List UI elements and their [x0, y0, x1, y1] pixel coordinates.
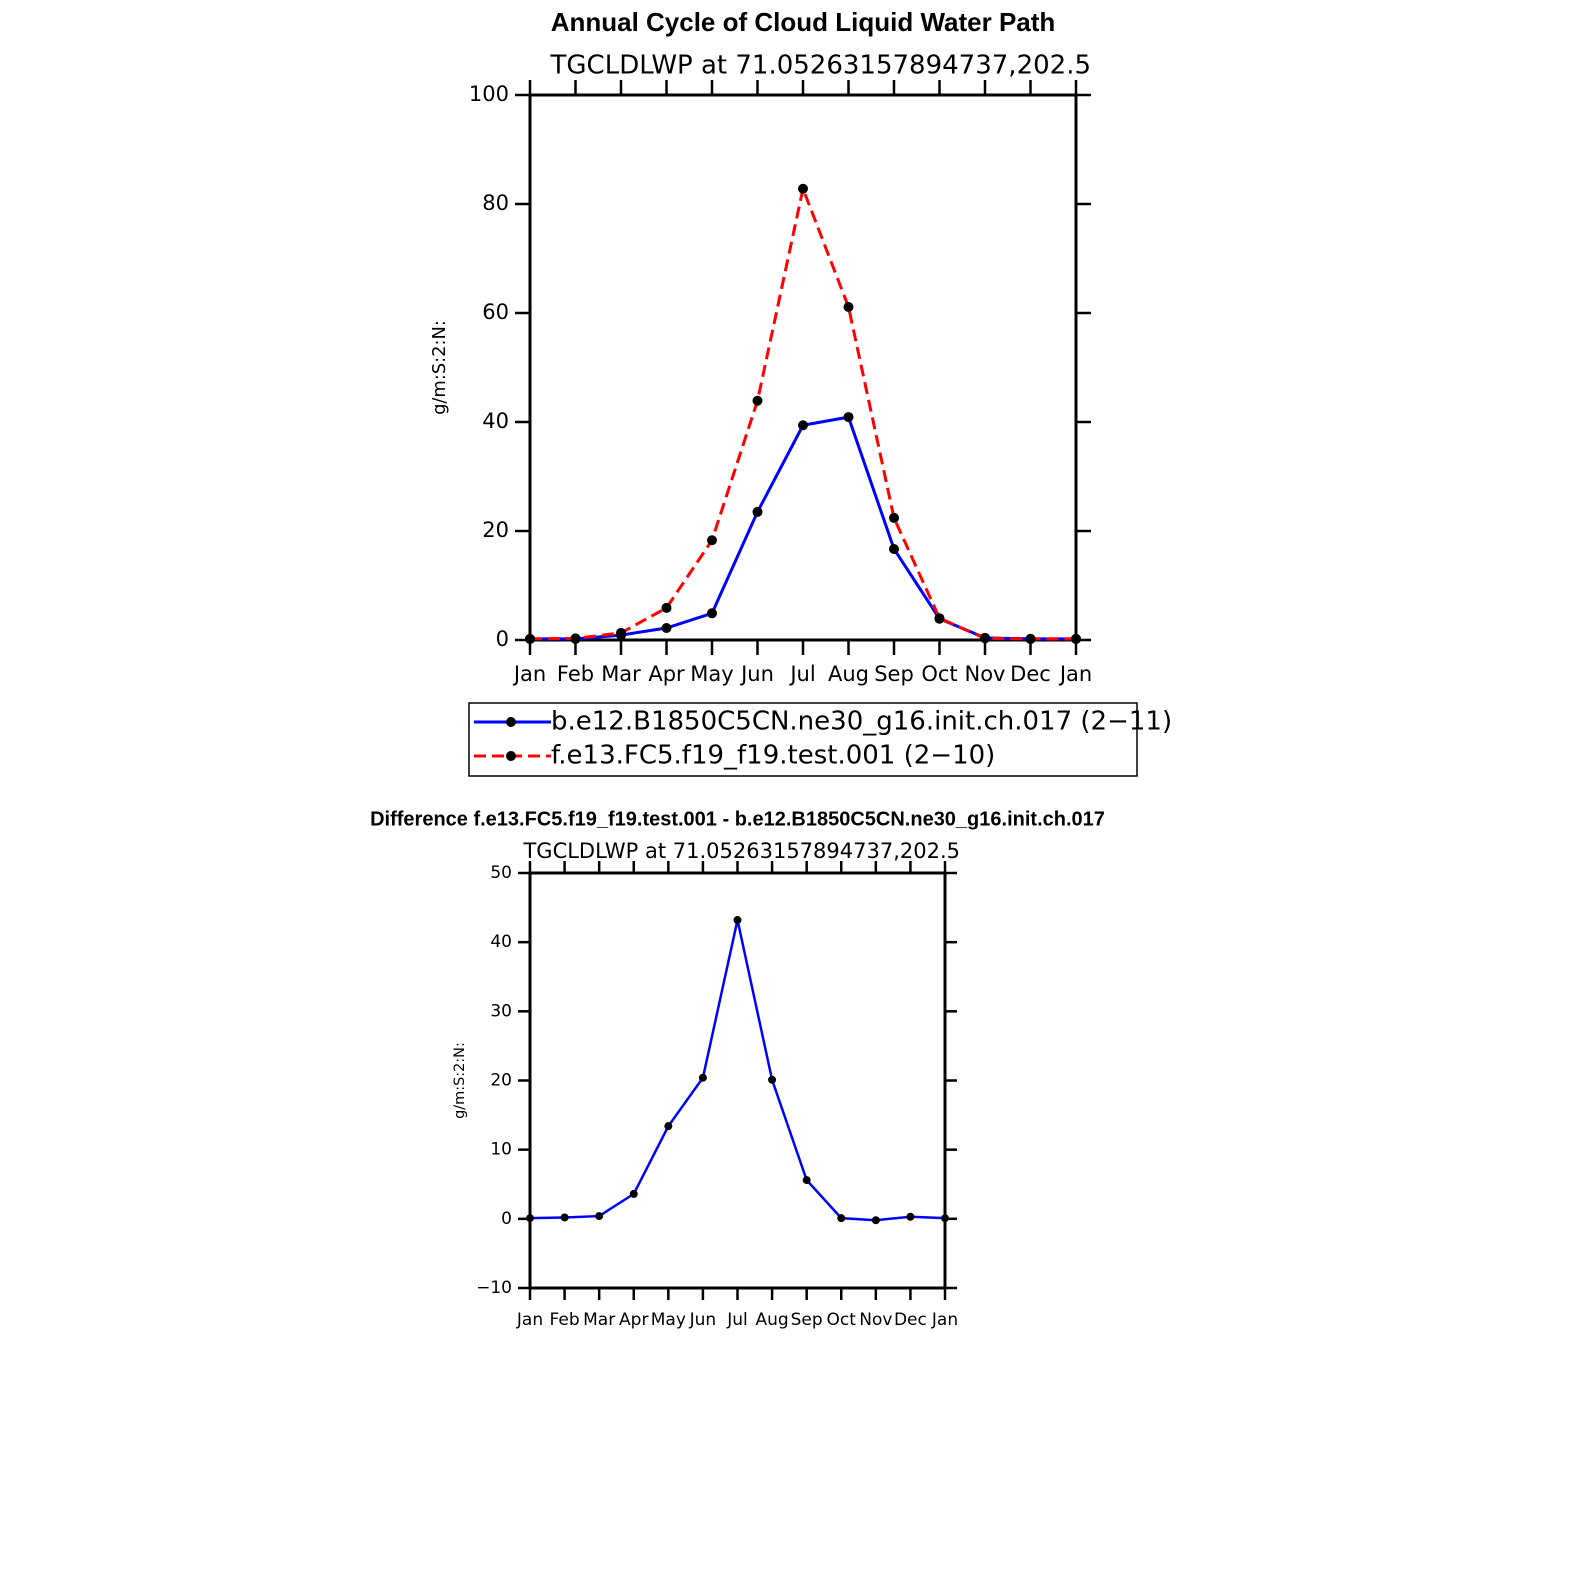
x-tick-label: Dec — [894, 1310, 927, 1330]
x-tick-label: Jul — [788, 662, 815, 686]
x-tick-label: Sep — [874, 662, 914, 686]
x-tick-label: Jul — [726, 1310, 748, 1330]
data-point — [616, 627, 626, 638]
data-point — [802, 1176, 811, 1185]
y-tick-label: 10 — [490, 1140, 512, 1160]
data-point — [1071, 633, 1081, 644]
plot-frame — [528, 93, 1078, 642]
data-point — [733, 916, 742, 925]
data-point — [560, 1213, 569, 1222]
data-point — [871, 1216, 880, 1225]
data-point — [752, 506, 763, 517]
data-point — [843, 412, 854, 423]
x-tick-label: Mar — [601, 662, 641, 686]
y-tick-label: 0 — [501, 1209, 512, 1229]
data-point — [980, 633, 990, 644]
data-line — [530, 415, 1076, 641]
data-point — [843, 302, 854, 313]
x-tick-label: Jun — [739, 662, 774, 686]
x-tick-label: May — [690, 662, 733, 686]
x-tick-label: Apr — [619, 1310, 648, 1330]
y-tick-label: 80 — [482, 191, 509, 215]
x-tick-label: Apr — [648, 662, 685, 686]
y-tick-label: 40 — [490, 932, 512, 952]
chart-title: Annual Cycle of Cloud Liquid Water Path — [551, 7, 1056, 37]
x-tick-label: Jan — [516, 1310, 543, 1330]
data-point — [707, 608, 717, 619]
legend-marker — [506, 751, 516, 761]
data-point — [768, 1075, 777, 1084]
data-point — [629, 1189, 638, 1198]
x-tick-label: Mar — [583, 1310, 615, 1330]
x-tick-label: Jan — [1058, 662, 1092, 686]
x-tick-label: Feb — [550, 1310, 580, 1330]
data-point — [889, 543, 899, 554]
x-tick-label: Nov — [859, 1310, 892, 1330]
y-axis-label: g/m:S:2:N: — [452, 1042, 468, 1119]
legend-label: b.e12.B1850C5CN.ne30_g16.init.ch.017 (2−… — [551, 707, 1172, 737]
x-tick-label: Oct — [827, 1310, 857, 1330]
x-tick-label: Aug — [828, 662, 869, 686]
y-tick-label: 0 — [496, 627, 509, 651]
y-axis-label: g/m:S:2:N: — [429, 320, 450, 415]
x-tick-label: Aug — [755, 1310, 788, 1330]
data-point — [707, 535, 717, 546]
data-point — [798, 183, 808, 194]
chart-title: Difference f.e13.FC5.f19_f19.test.001 - … — [370, 808, 1105, 830]
data-point — [570, 633, 581, 644]
data-point — [934, 613, 945, 624]
x-tick-label: Nov — [965, 662, 1006, 686]
x-tick-label: Jan — [512, 662, 546, 686]
data-point — [698, 1073, 707, 1082]
data-point — [525, 633, 535, 644]
chart-subtitle: TGCLDLWP at 71.05263157894737,202.5 — [550, 51, 1091, 81]
data-point — [798, 420, 808, 431]
data-point — [941, 1214, 949, 1223]
plot-frame — [528, 871, 947, 1290]
y-tick-label: 30 — [490, 1001, 512, 1021]
legend-box — [468, 702, 1138, 777]
data-point — [526, 1214, 534, 1223]
data-point — [1025, 633, 1036, 644]
data-point — [661, 602, 672, 613]
y-tick-label: 50 — [490, 863, 512, 883]
x-tick-label: Dec — [1010, 662, 1051, 686]
y-tick-label: 100 — [469, 82, 509, 106]
chart-subtitle: TGCLDLWP at 71.05263157894737,202.5 — [522, 839, 960, 863]
y-tick-label: 20 — [482, 518, 509, 542]
x-tick-label: May — [651, 1310, 686, 1330]
data-line — [529, 183, 1076, 641]
x-tick-label: Feb — [557, 662, 594, 686]
data-point — [752, 395, 763, 406]
data-line — [529, 919, 946, 1222]
data-point — [664, 1122, 673, 1131]
data-point — [906, 1212, 915, 1221]
data-point — [889, 512, 899, 523]
x-tick-label: Sep — [791, 1310, 823, 1330]
legend-marker — [506, 717, 516, 727]
x-tick-label: Oct — [921, 662, 957, 686]
x-tick-label: Jan — [931, 1310, 958, 1330]
y-tick-label: 40 — [482, 409, 509, 433]
data-point — [837, 1214, 846, 1223]
data-point — [595, 1212, 604, 1221]
y-tick-label: 60 — [482, 300, 509, 324]
data-point — [661, 623, 672, 634]
legend-label: f.e13.FC5.f19_f19.test.001 (2−10) — [551, 741, 995, 771]
y-tick-label: −10 — [476, 1278, 512, 1298]
x-tick-label: Jun — [689, 1310, 717, 1330]
y-tick-label: 20 — [490, 1071, 512, 1091]
